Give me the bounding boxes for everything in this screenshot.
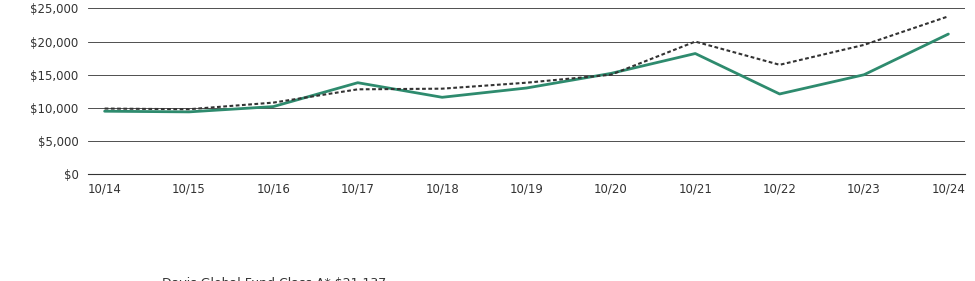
Legend: Davis Global Fund Class A* $21,137, MSCI ACWI $23,808: Davis Global Fund Class A* $21,137, MSCI… xyxy=(94,272,391,281)
